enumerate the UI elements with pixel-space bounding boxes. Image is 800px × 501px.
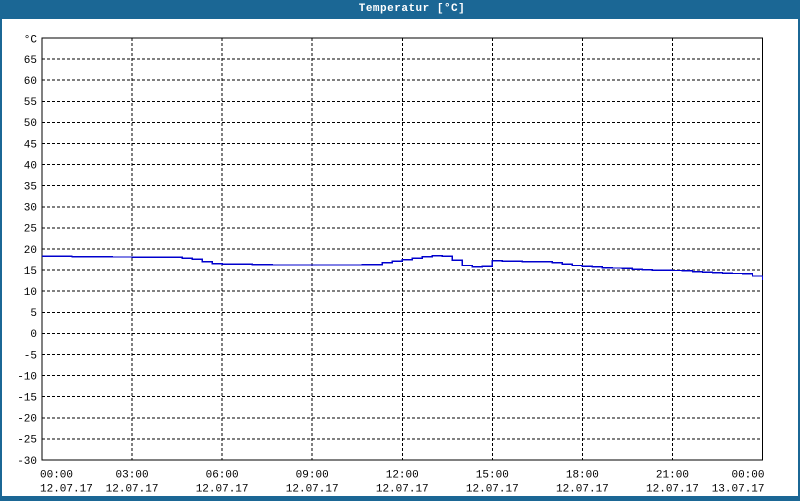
- svg-text:12:00: 12:00: [386, 470, 419, 482]
- svg-text:-5: -5: [24, 350, 37, 362]
- svg-text:10: 10: [24, 287, 37, 299]
- svg-text:12.07.17: 12.07.17: [286, 484, 339, 496]
- svg-text:12.07.17: 12.07.17: [556, 484, 609, 496]
- svg-text:35: 35: [24, 182, 37, 194]
- svg-text:12.07.17: 12.07.17: [106, 484, 159, 496]
- svg-text:60: 60: [24, 76, 37, 88]
- svg-text:30: 30: [24, 203, 37, 215]
- svg-text:25: 25: [24, 224, 37, 236]
- svg-text:06:00: 06:00: [206, 470, 239, 482]
- svg-text:20: 20: [24, 245, 37, 257]
- svg-text:50: 50: [24, 118, 37, 130]
- svg-text:-15: -15: [17, 393, 37, 405]
- svg-text:15:00: 15:00: [476, 470, 509, 482]
- svg-text:12.07.17: 12.07.17: [196, 484, 249, 496]
- svg-text:55: 55: [24, 97, 37, 109]
- svg-text:00:00: 00:00: [40, 470, 73, 482]
- svg-text:-20: -20: [17, 414, 37, 426]
- svg-text:40: 40: [24, 160, 37, 172]
- svg-text:12.07.17: 12.07.17: [376, 484, 429, 496]
- svg-text:5: 5: [30, 308, 37, 320]
- svg-text:-25: -25: [17, 435, 37, 447]
- svg-text:-10: -10: [17, 371, 37, 383]
- svg-text:18:00: 18:00: [566, 470, 599, 482]
- svg-text:°C: °C: [24, 35, 38, 47]
- svg-text:12.07.17: 12.07.17: [646, 484, 699, 496]
- svg-text:03:00: 03:00: [116, 470, 149, 482]
- svg-text:12.07.17: 12.07.17: [40, 484, 93, 496]
- svg-text:45: 45: [24, 139, 37, 151]
- svg-text:0: 0: [30, 329, 37, 341]
- svg-text:12.07.17: 12.07.17: [466, 484, 519, 496]
- svg-text:65: 65: [24, 55, 37, 67]
- svg-text:15: 15: [24, 266, 37, 278]
- svg-text:13.07.17: 13.07.17: [712, 484, 765, 496]
- svg-text:00:00: 00:00: [731, 470, 764, 482]
- svg-text:21:00: 21:00: [656, 470, 689, 482]
- svg-text:09:00: 09:00: [296, 470, 329, 482]
- svg-text:-30: -30: [17, 456, 37, 468]
